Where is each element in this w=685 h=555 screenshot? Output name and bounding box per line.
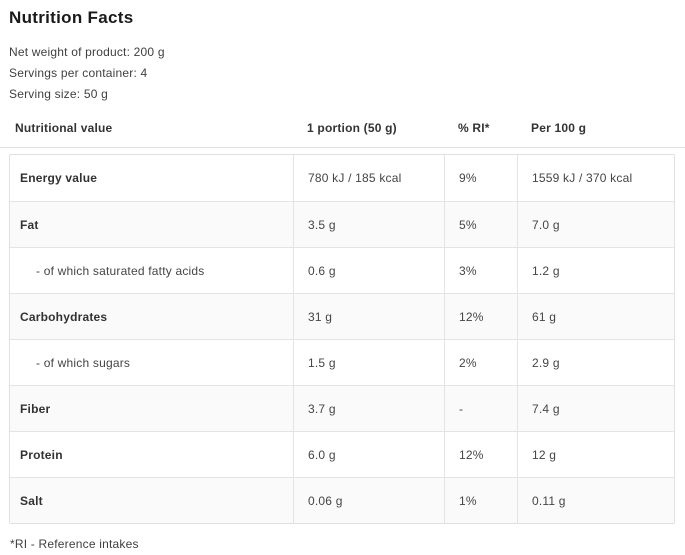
table-header-row: Nutritional value 1 portion (50 g) % RI*… — [0, 115, 685, 148]
cell-per100-value: 61 g — [517, 294, 674, 339]
table-row: - of which sugars 1.5 g 2% 2.9 g — [10, 339, 674, 385]
cell-nutrient-name: Fat — [20, 217, 39, 232]
header-nutritional-value: Nutritional value — [15, 121, 113, 135]
cell-portion-value: 3.7 g — [293, 386, 444, 431]
meta-servings-per-container: Servings per container: 4 — [9, 66, 148, 80]
cell-portion-value: 1.5 g — [293, 340, 444, 385]
cell-ri-value: 5% — [444, 202, 517, 247]
cell-portion-value: 31 g — [293, 294, 444, 339]
meta-net-weight: Net weight of product: 200 g — [9, 45, 165, 59]
cell-ri-value: 3% — [444, 248, 517, 293]
cell-portion-value: 6.0 g — [293, 432, 444, 477]
table-row: Energy value 780 kJ / 185 kcal 9% 1559 kJ /… — [10, 155, 674, 201]
cell-ri-value: 12% — [444, 432, 517, 477]
cell-portion-value: 0.06 g — [293, 478, 444, 523]
table-row: Fat 3.5 g 5% 7.0 g — [10, 201, 674, 247]
header-portion: 1 portion (50 g) — [307, 121, 397, 135]
cell-ri-value: 9% — [444, 155, 517, 201]
table-row: Protein 6.0 g 12% 12 g — [10, 431, 674, 477]
cell-ri-value: 2% — [444, 340, 517, 385]
nutrition-table-body: Energy value 780 kJ / 185 kcal 9% 1559 kJ /… — [9, 154, 675, 524]
cell-per100-value: 12 g — [517, 432, 674, 477]
cell-ri-value: - — [444, 386, 517, 431]
cell-ri-value: 1% — [444, 478, 517, 523]
cell-per100-value: 0.11 g — [517, 478, 674, 523]
cell-portion-value: 0.6 g — [293, 248, 444, 293]
cell-per100-value: 7.4 g — [517, 386, 674, 431]
cell-nutrient-name: - of which saturated fatty acids — [36, 263, 205, 278]
cell-nutrient-name: Carbohydrates — [20, 309, 108, 324]
page-title: Nutrition Facts — [9, 8, 134, 27]
cell-portion-value: 3.5 g — [293, 202, 444, 247]
footnote: *RI - Reference intakes — [10, 537, 139, 551]
table-row: Carbohydrates 31 g 12% 61 g — [10, 293, 674, 339]
cell-portion-value: 780 kJ / 185 kcal — [293, 155, 444, 201]
cell-nutrient-name: Salt — [20, 493, 43, 508]
table-row: - of which saturated fatty acids 0.6 g 3% 1… — [10, 247, 674, 293]
cell-per100-value: 1559 kJ / 370 kcal — [517, 155, 674, 201]
cell-nutrient-name: Energy value — [20, 171, 98, 185]
meta-serving-size: Serving size: 50 g — [9, 87, 108, 101]
cell-per100-value: 2.9 g — [517, 340, 674, 385]
cell-nutrient-name: Protein — [20, 447, 63, 462]
header-ri-percent: % RI* — [458, 121, 490, 135]
table-row: Salt 0.06 g 1% 0.11 g — [10, 477, 674, 523]
cell-nutrient-name: - of which sugars — [36, 355, 131, 370]
cell-ri-value: 12% — [444, 294, 517, 339]
header-per-100g: Per 100 g — [531, 121, 587, 135]
cell-per100-value: 1.2 g — [517, 248, 674, 293]
cell-nutrient-name: Fiber — [20, 401, 51, 416]
cell-per100-value: 7.0 g — [517, 202, 674, 247]
table-row: Fiber 3.7 g -7.4 g — [10, 385, 674, 431]
